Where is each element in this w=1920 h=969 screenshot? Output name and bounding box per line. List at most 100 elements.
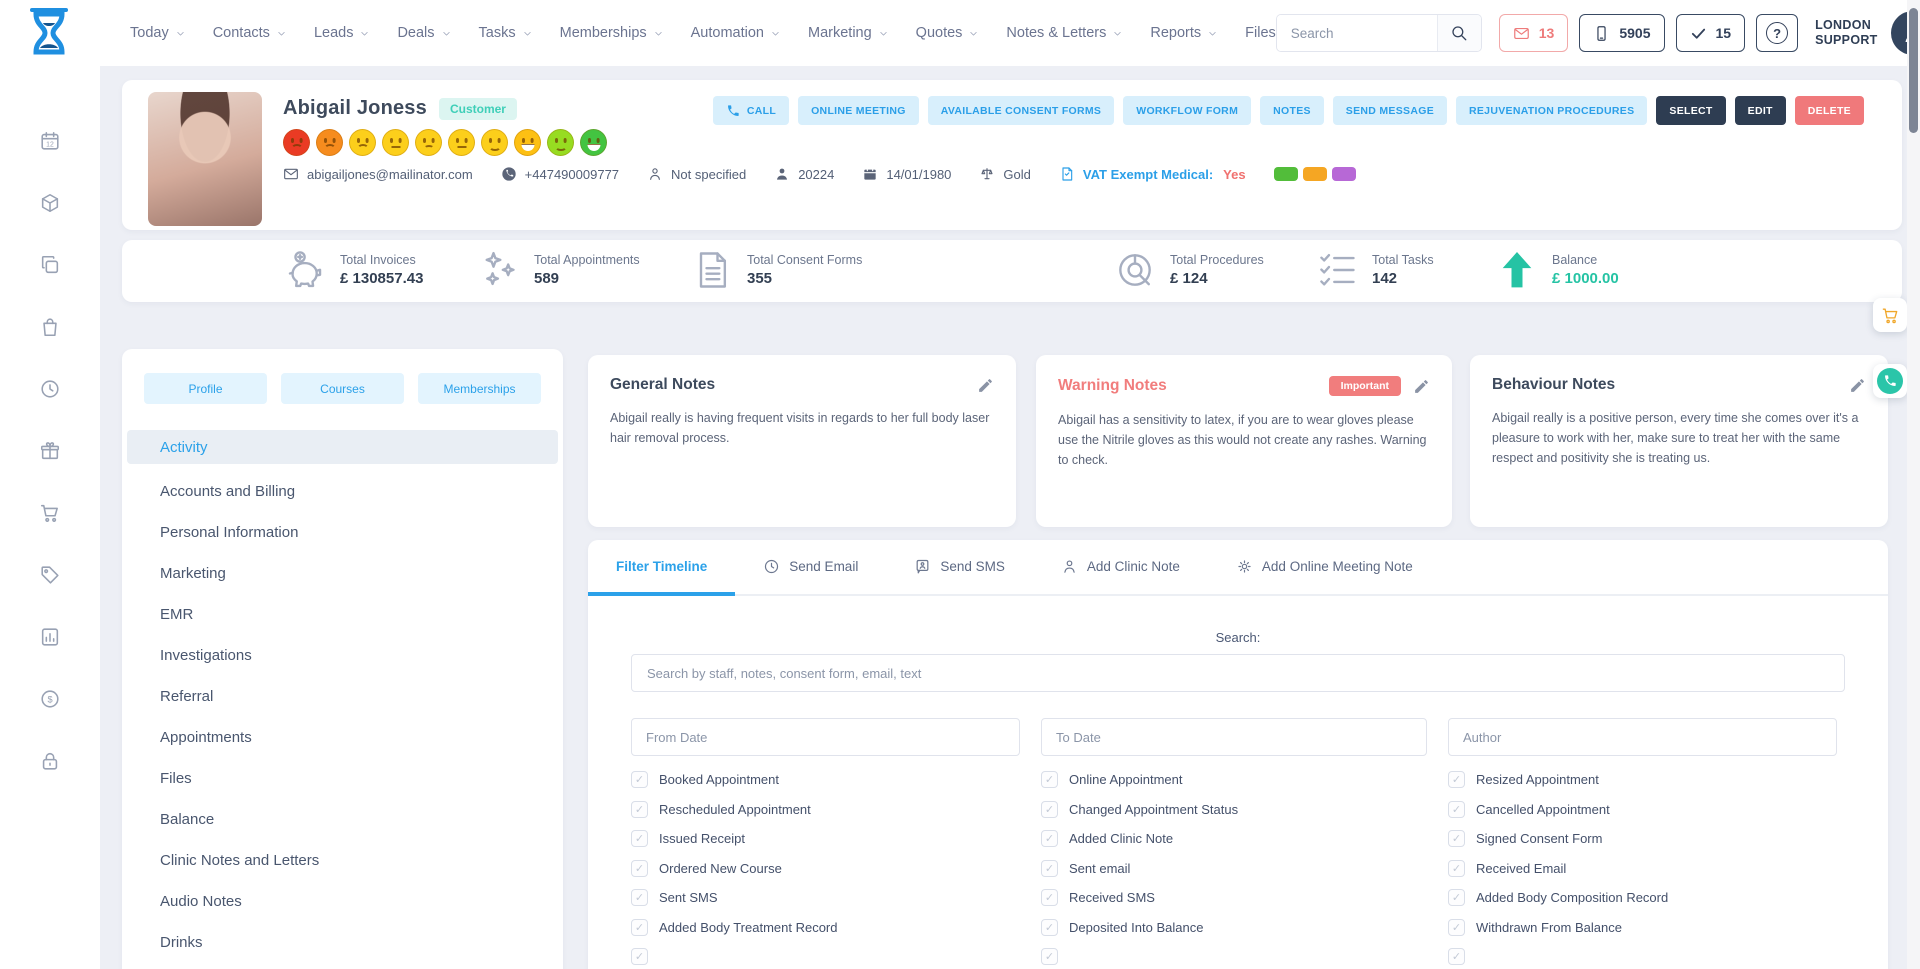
nav-item-reports[interactable]: Reports: [1150, 25, 1218, 41]
send-message-button[interactable]: SEND MESSAGE: [1332, 96, 1447, 125]
rating-face-9-smile[interactable]: [547, 129, 574, 156]
history-icon[interactable]: [39, 378, 61, 400]
notes-button[interactable]: NOTES: [1260, 96, 1324, 125]
sidebar-item-emr[interactable]: EMR: [160, 606, 194, 623]
sidebar-item-activity[interactable]: Activity: [127, 430, 558, 464]
nav-item-leads[interactable]: Leads: [314, 25, 371, 41]
tab-add-online-meeting-note[interactable]: Add Online Meeting Note: [1208, 540, 1441, 596]
tab-send-sms[interactable]: Send SMS: [886, 540, 1033, 596]
pencil-icon[interactable]: [977, 377, 994, 394]
nav-item-quotes[interactable]: Quotes: [916, 25, 980, 41]
pencil-icon[interactable]: [1849, 377, 1866, 394]
pencil-icon[interactable]: [1413, 378, 1430, 395]
filter-checkbox-added-clinic-note[interactable]: ✓ Added Clinic Note: [1041, 830, 1448, 848]
sidebar-item-investigations[interactable]: Investigations: [160, 647, 252, 664]
sidebar-item-marketing[interactable]: Marketing: [160, 565, 226, 582]
rating-face-10-grin[interactable]: [580, 129, 607, 156]
edit-button[interactable]: EDIT: [1734, 96, 1786, 125]
nav-item-today[interactable]: Today: [130, 25, 186, 41]
tag-swatch-1[interactable]: [1273, 167, 1298, 181]
rating-face-2-frown[interactable]: [316, 129, 343, 156]
nav-item-contacts[interactable]: Contacts: [213, 25, 287, 41]
sidebar-item-files[interactable]: Files: [160, 770, 192, 787]
filter-checkbox-cancelled-appointment[interactable]: ✓ Cancelled Appointment: [1448, 800, 1845, 819]
rating-face-8-grin[interactable]: [514, 129, 541, 156]
filter-checkbox-deposited-into-balance[interactable]: ✓ Deposited Into Balance: [1041, 918, 1448, 937]
available-consent-forms-button[interactable]: AVAILABLE CONSENT FORMS: [927, 96, 1115, 125]
from-date-input[interactable]: [631, 718, 1020, 756]
gift-icon[interactable]: [39, 440, 61, 462]
delete-button[interactable]: DELETE: [1794, 96, 1864, 125]
calendar-icon[interactable]: 12: [39, 130, 61, 152]
workflow-form-button[interactable]: WORKFLOW FORM: [1123, 96, 1252, 125]
nav-item-memberships[interactable]: Memberships: [560, 25, 664, 41]
patient-email[interactable]: abigailjones@mailinator.com: [283, 166, 473, 182]
filter-checkbox-added-body-composition-record[interactable]: ✓ Added Body Composition Record: [1448, 889, 1845, 907]
coin-icon[interactable]: $: [39, 688, 61, 710]
filter-checkbox-sent-sms[interactable]: ✓ Sent SMS: [631, 889, 1041, 907]
tag-swatch-2[interactable]: [1302, 167, 1327, 181]
filter-checkbox-signed-consent-form[interactable]: ✓ Signed Consent Form: [1448, 830, 1845, 848]
select-button[interactable]: SELECT: [1656, 96, 1726, 125]
tab-add-clinic-note[interactable]: Add Clinic Note: [1033, 540, 1208, 596]
filter-checkbox-online-appointment[interactable]: ✓ Online Appointment: [1041, 771, 1448, 789]
rejuvenation-procedures-button[interactable]: REJUVENATION PROCEDURES: [1456, 96, 1648, 125]
timeline-search-input[interactable]: [631, 654, 1845, 692]
rating-face-4-neutral[interactable]: [382, 129, 409, 156]
filter-checkbox-rescheduled-appointment[interactable]: ✓ Rescheduled Appointment: [631, 800, 1041, 819]
tab-send-email[interactable]: Send Email: [735, 540, 886, 596]
tasks-badge[interactable]: 15: [1675, 14, 1746, 52]
app-logo-hourglass-icon[interactable]: [26, 7, 72, 59]
nav-item-automation[interactable]: Automation: [691, 25, 781, 41]
sms-badge[interactable]: 5905: [1579, 14, 1665, 52]
filter-checkbox-partial[interactable]: ✓: [1448, 948, 1845, 966]
sidebar-item-audio-notes[interactable]: Audio Notes: [160, 893, 242, 910]
filter-checkbox-resized-appointment[interactable]: ✓ Resized Appointment: [1448, 771, 1845, 789]
filter-checkbox-added-body-treatment-record[interactable]: ✓ Added Body Treatment Record: [631, 918, 1041, 937]
filter-checkbox-received-email[interactable]: ✓ Received Email: [1448, 859, 1845, 878]
rating-face-7-smile[interactable]: [481, 129, 508, 156]
online-meeting-button[interactable]: ONLINE MEETING: [798, 96, 919, 125]
copy-icon[interactable]: [39, 254, 61, 276]
rating-face-1-frown[interactable]: [283, 129, 310, 156]
filter-checkbox-withdrawn-from-balance[interactable]: ✓ Withdrawn From Balance: [1448, 918, 1845, 937]
filter-checkbox-sent-email[interactable]: ✓ Sent email: [1041, 859, 1448, 878]
tag-swatch-3[interactable]: [1331, 167, 1356, 181]
filter-checkbox-received-sms[interactable]: ✓ Received SMS: [1041, 889, 1448, 907]
to-date-input[interactable]: [1041, 718, 1427, 756]
tab-filter-timeline[interactable]: Filter Timeline: [588, 540, 736, 596]
cart-icon[interactable]: [39, 502, 61, 524]
filter-checkbox-changed-appointment-status[interactable]: ✓ Changed Appointment Status: [1041, 800, 1448, 819]
filter-checkbox-partial[interactable]: ✓: [1041, 948, 1448, 966]
help-button[interactable]: ?: [1756, 14, 1799, 52]
call-float-button[interactable]: [1873, 364, 1907, 398]
profile-tab-memberships[interactable]: Memberships: [418, 373, 541, 404]
sidebar-item-referral[interactable]: Referral: [160, 688, 214, 705]
sidebar-item-clinic-notes-and-letters[interactable]: Clinic Notes and Letters: [160, 852, 320, 869]
sidebar-item-accounts-and-billing[interactable]: Accounts and Billing: [160, 483, 296, 500]
rating-face-3-frown[interactable]: [349, 129, 376, 156]
nav-item-notes-letters[interactable]: Notes & Letters: [1006, 25, 1123, 41]
filter-checkbox-partial[interactable]: ✓: [631, 948, 1041, 966]
call-button[interactable]: CALL: [712, 96, 790, 125]
rating-face-6-neutral[interactable]: [448, 129, 475, 156]
lock-icon[interactable]: [39, 750, 61, 772]
scrollbar-thumb[interactable]: [1909, 8, 1918, 133]
sidebar-item-drinks[interactable]: Drinks: [160, 934, 203, 951]
author-input[interactable]: [1448, 718, 1837, 756]
global-search-input[interactable]: [1276, 15, 1437, 51]
filter-checkbox-ordered-new-course[interactable]: ✓ Ordered New Course: [631, 859, 1041, 878]
sidebar-item-balance[interactable]: Balance: [160, 811, 215, 828]
profile-tab-courses[interactable]: Courses: [281, 373, 404, 404]
bag-icon[interactable]: [39, 316, 61, 338]
filter-checkbox-issued-receipt[interactable]: ✓ Issued Receipt: [631, 830, 1041, 848]
tag-icon[interactable]: [39, 564, 61, 586]
nav-item-deals[interactable]: Deals: [397, 25, 451, 41]
sidebar-item-appointments[interactable]: Appointments: [160, 729, 252, 746]
nav-item-files[interactable]: Files: [1245, 25, 1276, 41]
filter-checkbox-booked-appointment[interactable]: ✓ Booked Appointment: [631, 771, 1041, 789]
cart-float-button[interactable]: [1873, 298, 1907, 332]
search-button[interactable]: [1436, 15, 1481, 51]
nav-item-tasks[interactable]: Tasks: [479, 25, 533, 41]
patient-phone[interactable]: +447490009777: [501, 166, 619, 182]
